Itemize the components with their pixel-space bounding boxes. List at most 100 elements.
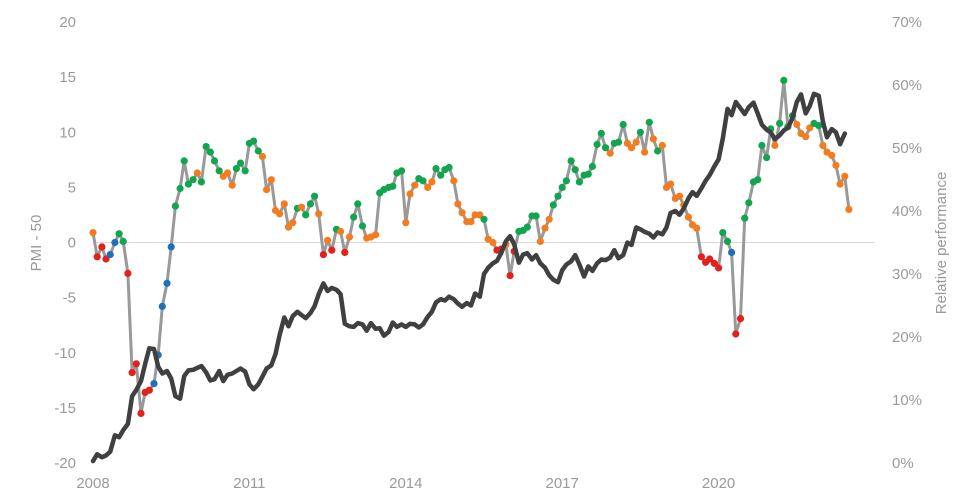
pmi-point bbox=[128, 369, 136, 377]
right-tick-label: 30% bbox=[892, 266, 922, 283]
pmi-point bbox=[745, 199, 753, 207]
pmi-point bbox=[802, 133, 810, 141]
pmi-point bbox=[241, 167, 249, 175]
pmi-point bbox=[697, 253, 706, 261]
pmi-point bbox=[432, 165, 440, 173]
left-tick-label: 10 bbox=[59, 124, 76, 141]
pmi-point bbox=[311, 192, 319, 200]
pmi-point bbox=[554, 192, 562, 200]
pmi-point bbox=[489, 238, 497, 247]
pmi-point bbox=[571, 166, 579, 174]
pmi-point bbox=[228, 181, 236, 189]
pmi-point bbox=[575, 178, 584, 186]
left-tick-label: -15 bbox=[54, 400, 76, 417]
pmi-point bbox=[450, 177, 458, 185]
pmi-point bbox=[206, 148, 214, 156]
pmi-point bbox=[558, 183, 566, 191]
pmi-point bbox=[458, 209, 466, 217]
pmi-point bbox=[828, 151, 836, 159]
pmi-point bbox=[210, 157, 219, 165]
pmi-point bbox=[549, 201, 557, 209]
pmi-point bbox=[793, 120, 801, 129]
pmi-point bbox=[706, 255, 714, 263]
pmi-point bbox=[715, 264, 723, 272]
pmi-point bbox=[163, 279, 171, 287]
pmi-point bbox=[467, 218, 475, 226]
pmi-point bbox=[341, 248, 349, 256]
pmi-point bbox=[632, 138, 640, 146]
pmi-point bbox=[541, 224, 549, 232]
pmi-point bbox=[254, 147, 262, 155]
pmi-point bbox=[606, 149, 614, 157]
pmi-point bbox=[841, 172, 849, 180]
pmi-point bbox=[754, 176, 762, 184]
pmi-point bbox=[588, 162, 597, 170]
x-tick-label: 2020 bbox=[702, 475, 735, 492]
pmi-point bbox=[215, 167, 223, 175]
pmi-point bbox=[263, 186, 271, 194]
pmi-point bbox=[480, 215, 488, 223]
pmi-point bbox=[167, 243, 175, 251]
pmi-point bbox=[106, 251, 114, 259]
pmi-point bbox=[402, 219, 410, 227]
pmi-point bbox=[771, 141, 779, 150]
pmi-point bbox=[601, 144, 610, 152]
pmi-point bbox=[176, 184, 184, 193]
pmi-point bbox=[736, 315, 745, 323]
x-tick-label: 2008 bbox=[76, 475, 109, 492]
pmi-point bbox=[372, 231, 380, 239]
pmi-point bbox=[93, 253, 101, 261]
pmi-point bbox=[424, 183, 432, 191]
pmi-point bbox=[111, 238, 119, 247]
pmi-point bbox=[763, 154, 771, 162]
pmi-point bbox=[654, 147, 662, 155]
right-tick-label: 20% bbox=[892, 329, 922, 346]
right-tick-label: 40% bbox=[892, 203, 922, 220]
pmi-point bbox=[389, 182, 397, 190]
pmi-point bbox=[545, 215, 553, 223]
pmi-point bbox=[137, 409, 145, 417]
pmi-point bbox=[506, 272, 514, 280]
pmi-point bbox=[145, 386, 153, 394]
pmi-point bbox=[132, 360, 140, 368]
pmi-point bbox=[627, 144, 636, 152]
right-tick-label: 50% bbox=[892, 140, 922, 157]
pmi-point bbox=[584, 170, 592, 178]
pmi-point bbox=[675, 192, 684, 200]
pmi-point bbox=[649, 135, 658, 143]
pmi-point bbox=[276, 210, 284, 218]
pmi-point bbox=[189, 176, 197, 184]
pmi-point bbox=[532, 212, 540, 220]
pmi-point bbox=[780, 76, 788, 84]
relative-performance-line bbox=[90, 91, 848, 464]
left-tick-label: 0 bbox=[68, 235, 76, 252]
pmi-point bbox=[719, 229, 727, 237]
pmi-point bbox=[428, 178, 436, 186]
pmi-point bbox=[597, 129, 605, 137]
pmi-point bbox=[815, 122, 823, 130]
pmi-point bbox=[819, 141, 827, 150]
pmi-point bbox=[267, 176, 275, 184]
pmi-point bbox=[98, 243, 106, 251]
pmi-point bbox=[289, 219, 297, 227]
pmi-point bbox=[728, 248, 736, 256]
pmi-point bbox=[193, 169, 201, 177]
pmi-point bbox=[419, 177, 427, 185]
pmi-point bbox=[536, 237, 544, 245]
pmi-point bbox=[184, 180, 192, 188]
right-tick-label: 60% bbox=[892, 77, 922, 94]
right-axis-ticks: 0% 10% 20% 30% 40% 50% 60% 70% bbox=[892, 14, 922, 472]
pmi-point bbox=[297, 203, 306, 211]
left-axis-title: PMI - 50 bbox=[28, 215, 45, 272]
pmi-point bbox=[158, 302, 166, 310]
right-tick-label: 0% bbox=[892, 455, 914, 472]
pmi-point bbox=[593, 140, 601, 148]
pmi-point bbox=[758, 141, 766, 150]
pmi-point bbox=[223, 169, 232, 177]
pmi-point bbox=[180, 157, 188, 165]
pmi-point bbox=[250, 137, 258, 145]
pmi-point bbox=[306, 200, 314, 208]
right-tick-label: 10% bbox=[892, 392, 922, 409]
pmi-point bbox=[411, 181, 419, 189]
pmi-point bbox=[89, 229, 97, 237]
